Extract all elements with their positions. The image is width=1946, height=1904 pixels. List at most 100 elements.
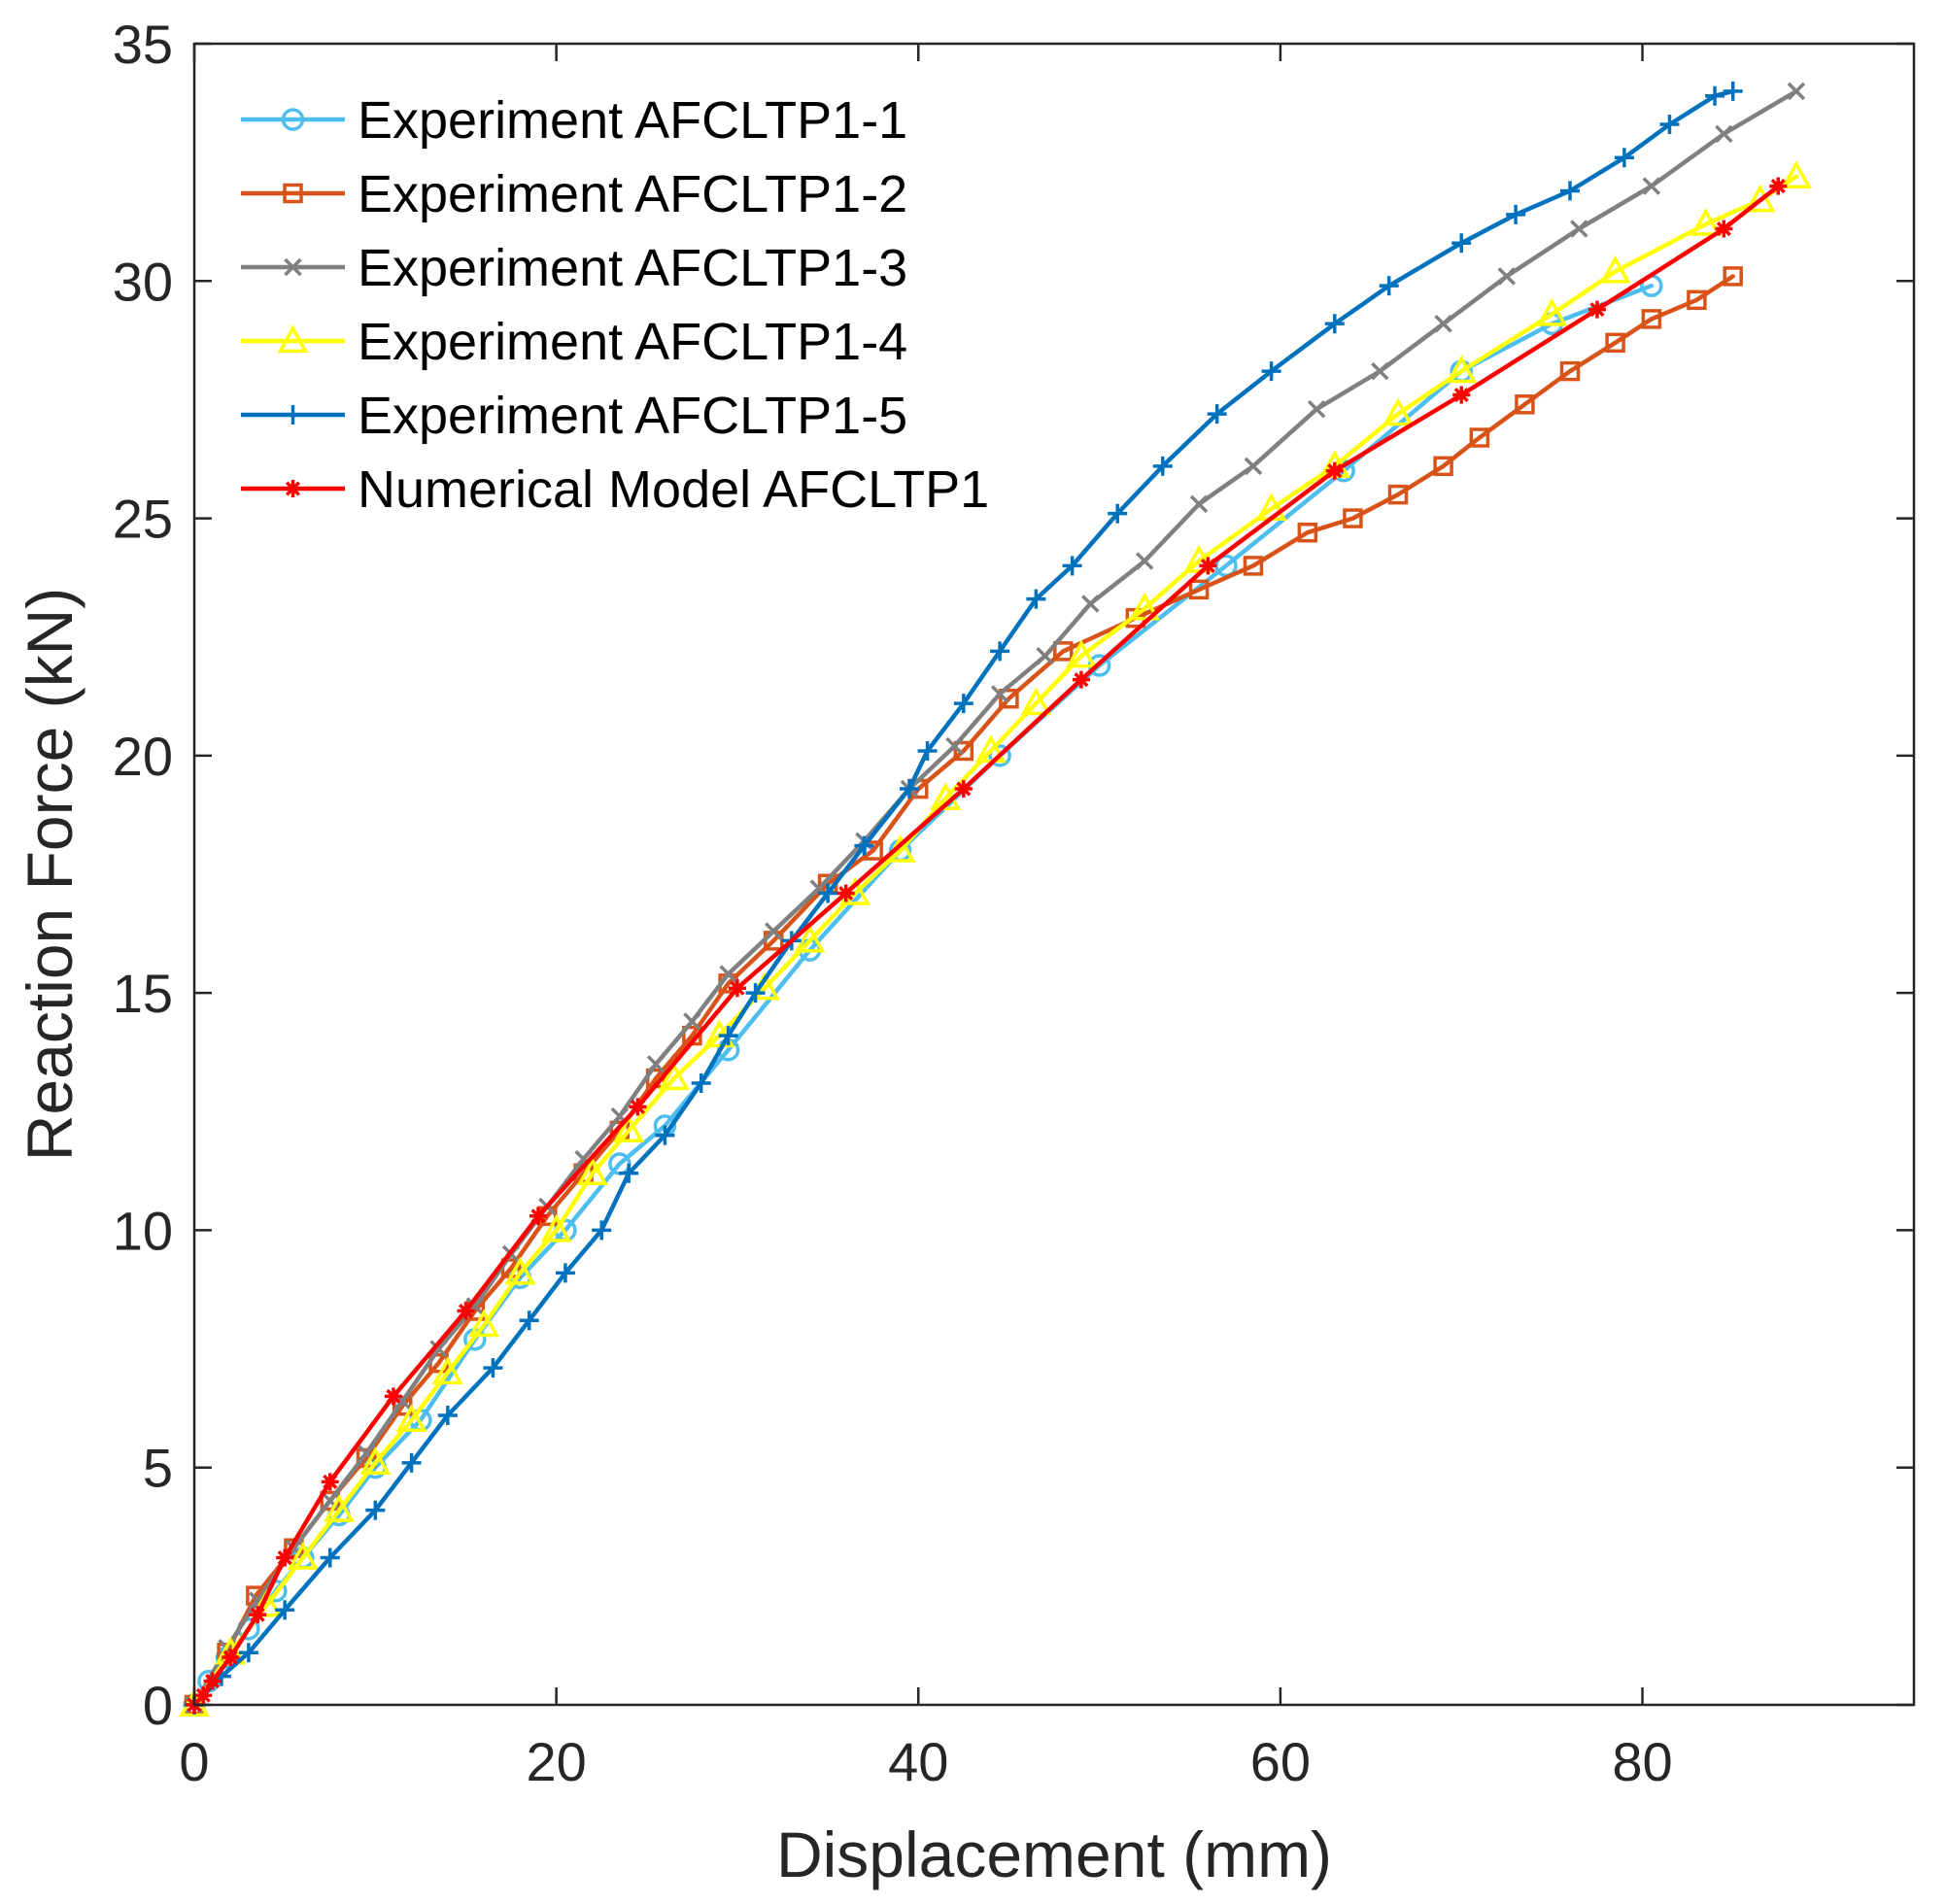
data-point [655, 1125, 675, 1145]
data-point [836, 884, 855, 902]
data-point [764, 922, 783, 940]
data-point [683, 1012, 701, 1031]
data-point [1705, 85, 1725, 106]
legend-label: Numerical Model AFCLTP1 [358, 460, 989, 519]
data-point [1614, 148, 1634, 168]
legend-marker [277, 324, 309, 354]
data-point [1446, 355, 1478, 384]
data-point [287, 1541, 319, 1570]
data-point [1307, 399, 1326, 419]
data-point [1324, 314, 1345, 334]
data-point [320, 1547, 340, 1568]
data-point [555, 1263, 575, 1283]
data-point [1135, 552, 1154, 570]
data-point [1723, 266, 1743, 287]
data-point [718, 1026, 738, 1046]
data-point [691, 1072, 711, 1093]
data-point [1434, 315, 1452, 333]
data-point [194, 1686, 213, 1705]
x-axis-title: Displacement (mm) [776, 1819, 1332, 1890]
data-point [1452, 386, 1471, 404]
data-point [1599, 255, 1631, 284]
data-point [321, 1473, 339, 1491]
data-point [1515, 394, 1535, 415]
legend-item: Experiment AFCLTP1-4 [241, 313, 907, 371]
axis-ticks: 0 20 40 60 80 0 5 10 15 20 25 30 35 [113, 14, 1914, 1792]
data-point [1325, 461, 1344, 480]
data-point [519, 1310, 539, 1331]
data-point [1207, 404, 1227, 425]
legend-label: Experiment AFCLTP1-1 [358, 91, 907, 150]
data-point [658, 1062, 690, 1091]
x-tick-label: 20 [526, 1731, 586, 1792]
data-point [1642, 177, 1661, 195]
data-point [1659, 115, 1680, 135]
data-point [1379, 276, 1399, 296]
y-tick-label: 35 [113, 14, 173, 75]
legend: Experiment AFCLTP1-1 Experiment AFCLTP1-2… [241, 91, 989, 519]
data-point [275, 1600, 295, 1620]
data-point [1687, 289, 1707, 311]
data-point [1715, 124, 1733, 144]
x-tick-label: 80 [1612, 1731, 1672, 1792]
data-point [1387, 484, 1409, 505]
data-point [359, 1446, 392, 1475]
data-point [1559, 360, 1581, 382]
data-point [629, 1098, 647, 1116]
plot-series [179, 81, 1812, 1717]
data-point [576, 1157, 608, 1185]
data-point [384, 1387, 402, 1406]
data-point [613, 1114, 645, 1142]
data-point [1053, 641, 1074, 662]
data-point [1641, 309, 1662, 329]
data-point [1343, 508, 1363, 528]
data-point [365, 1500, 386, 1520]
data-point [1780, 160, 1812, 188]
data-point [457, 1302, 475, 1320]
data-point [1261, 361, 1281, 382]
data-point [945, 736, 964, 756]
data-point [1715, 220, 1733, 238]
data-point [395, 1404, 427, 1433]
data-point [1433, 456, 1453, 477]
data-point [1744, 184, 1776, 213]
y-tick-label: 25 [113, 489, 173, 550]
data-point [504, 1256, 536, 1285]
data-point [1244, 457, 1263, 476]
legend-item: Experiment AFCLTP1-2 [241, 165, 907, 223]
data-point [249, 1606, 267, 1624]
data-point [222, 1649, 240, 1667]
data-point [1383, 397, 1414, 426]
data-point [1560, 181, 1580, 201]
series-line [191, 274, 1735, 1708]
legend-label: Experiment AFCLTP1-4 [358, 313, 907, 371]
data-point [794, 924, 826, 953]
data-point [1536, 297, 1568, 326]
legend-label: Experiment AFCLTP1-5 [358, 387, 907, 445]
data-point [1451, 233, 1472, 254]
data-point [1065, 639, 1097, 668]
legend-label: Experiment AFCLTP1-2 [358, 165, 907, 223]
data-point [1469, 427, 1490, 448]
data-point [1020, 687, 1052, 716]
data-point [431, 1356, 463, 1385]
data-point [1723, 81, 1743, 101]
data-point [592, 1220, 612, 1241]
y-tick-label: 10 [113, 1200, 173, 1261]
data-point [1081, 595, 1100, 613]
data-point [238, 1643, 258, 1663]
data-point [854, 835, 874, 856]
y-tick-label: 15 [113, 963, 173, 1024]
series-line [191, 174, 1799, 1708]
data-point [646, 1055, 666, 1073]
legend-marker [283, 183, 303, 204]
legend-marker [281, 108, 305, 131]
data-point [745, 983, 766, 1003]
legend-item: Experiment AFCLTP1-1 [241, 91, 907, 150]
legend-item: Numerical Model AFCLTP1 [241, 460, 989, 519]
data-point [1108, 503, 1128, 524]
data-point [1072, 670, 1090, 689]
data-point [1129, 592, 1161, 621]
